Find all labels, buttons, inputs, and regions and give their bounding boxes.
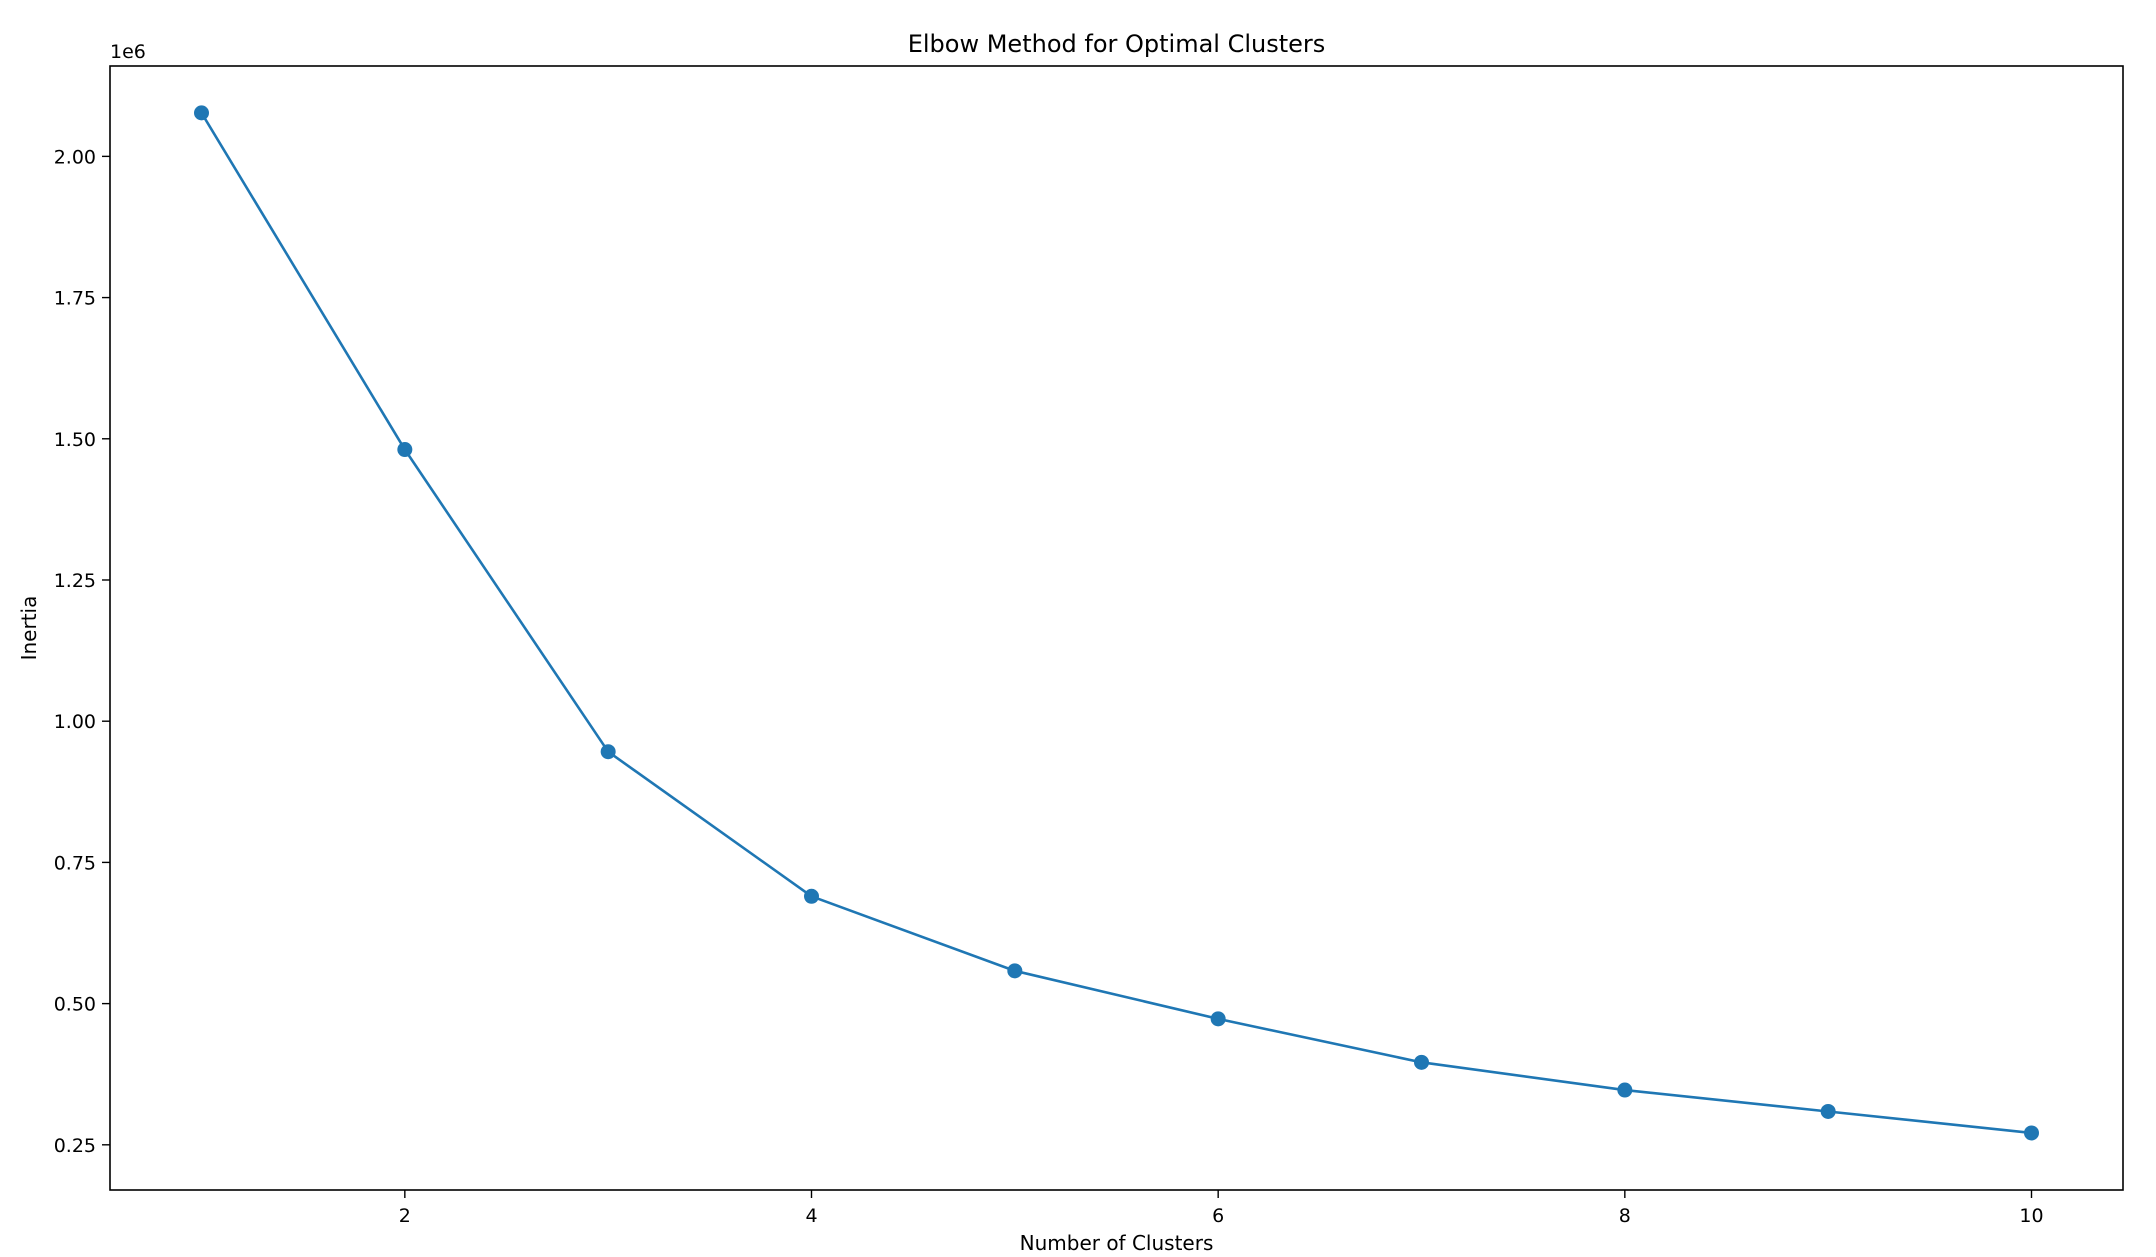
data-point — [1820, 1103, 1836, 1119]
data-point — [804, 888, 819, 904]
y-axis-label: Inertia — [17, 596, 41, 661]
data-point — [600, 744, 616, 760]
y-tick-label: 1.25 — [54, 570, 96, 592]
x-tick-label: 8 — [1619, 1205, 1631, 1227]
x-tick-label: 6 — [1212, 1205, 1224, 1227]
y-tick-label: 1.00 — [54, 711, 96, 733]
data-point — [1007, 963, 1023, 979]
y-tick-label: 1.50 — [54, 429, 96, 451]
x-tick-label: 10 — [2019, 1205, 2043, 1227]
series-line — [200, 111, 2033, 1135]
x-tick-label: 4 — [805, 1205, 817, 1227]
data-point — [1210, 1011, 1226, 1027]
data-point — [2024, 1125, 2039, 1141]
series-layer — [194, 105, 2039, 1141]
y-tick-label: 2.00 — [54, 146, 96, 168]
data-point — [1617, 1082, 1633, 1098]
y-tick-label: 0.75 — [54, 852, 96, 874]
x-axis-label: Number of Clusters — [1020, 1231, 1214, 1255]
y-axis-offset-label: 1e6 — [110, 41, 146, 63]
plot-area — [110, 66, 2123, 1190]
x-tick-label: 2 — [399, 1205, 411, 1227]
chart-title: Elbow Method for Optimal Clusters — [908, 30, 1326, 58]
y-tick-label: 0.25 — [54, 1135, 96, 1157]
plot-frame — [109, 65, 2124, 1191]
data-point — [1414, 1054, 1429, 1070]
y-tick-label: 1.75 — [54, 288, 96, 310]
y-tick-label: 0.50 — [54, 994, 96, 1016]
ticks-layer: 2 4 6 8 10 0.25 0.50 0.75 1.00 1.25 1.50 1.75 2.00 — [54, 146, 2044, 1227]
data-point — [397, 442, 413, 458]
data-point — [194, 105, 209, 121]
